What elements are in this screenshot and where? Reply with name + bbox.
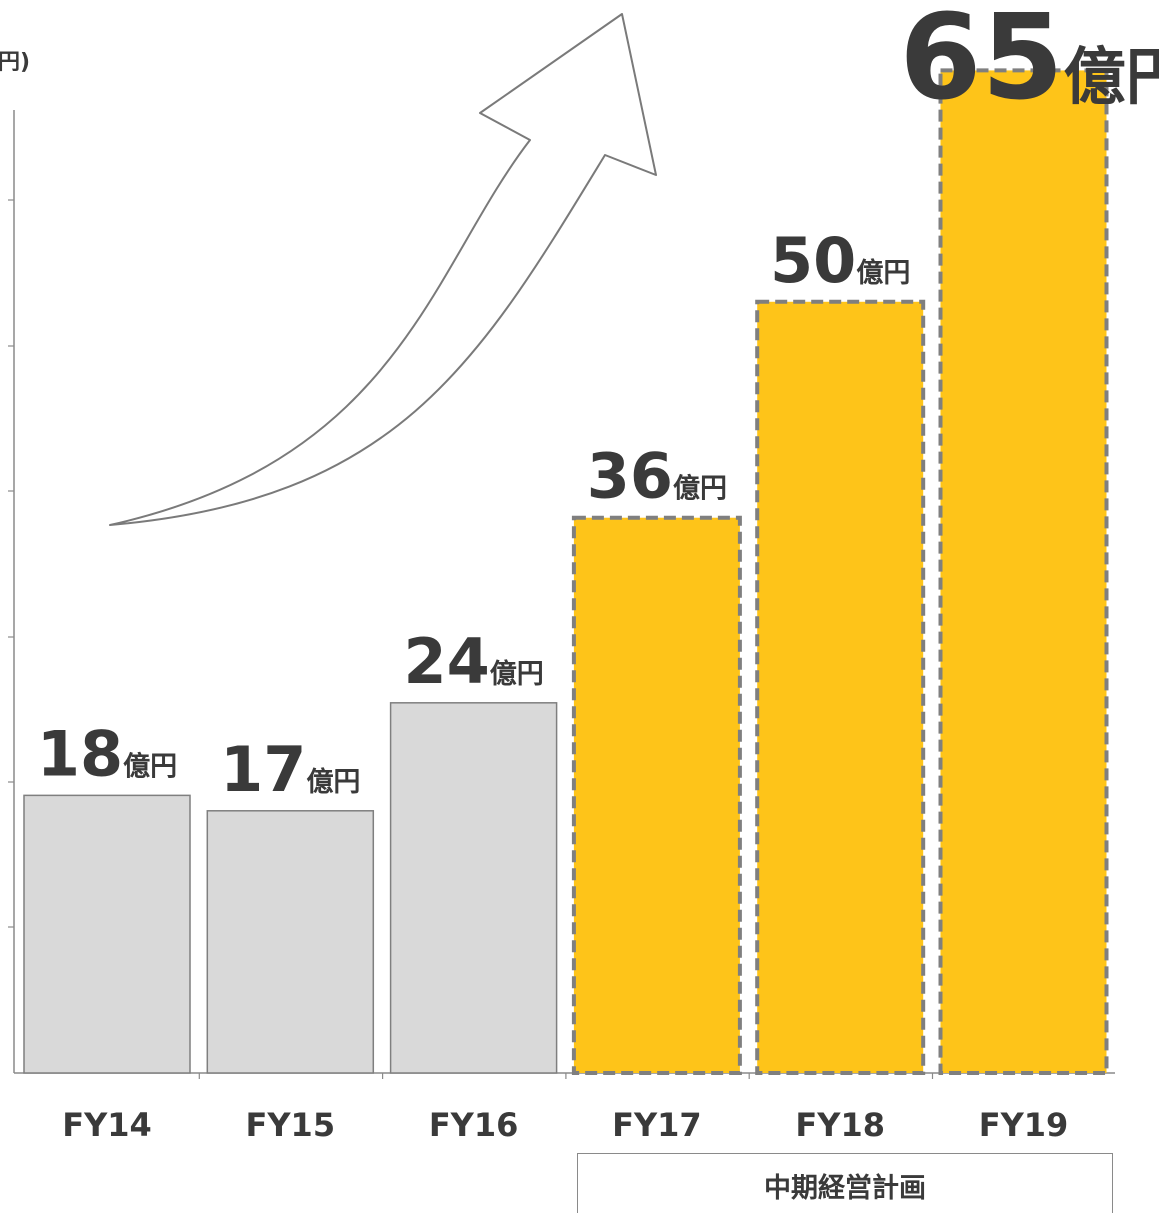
bars [23, 68, 1109, 1075]
value-label-unit: 億円 [490, 659, 544, 690]
x-tick-labels: FY14 FY15 FY16 FY17 FY18 FY19 [62, 1106, 1068, 1144]
axes [8, 110, 1115, 1079]
x-tick-label-fy19: FY19 [979, 1106, 1069, 1144]
x-tick-label-fy18: FY18 [795, 1106, 885, 1144]
value-label-number: 17 [220, 733, 306, 806]
value-label-fy16: 24億円 [403, 625, 543, 698]
bar-fy19 [938, 68, 1109, 1075]
bar-fy17 [571, 515, 742, 1075]
x-tick-label-fy17: FY17 [612, 1106, 702, 1144]
value-label-unit: 億円 [856, 258, 910, 289]
value-label-fy15: 17億円 [220, 733, 360, 806]
value-label-number: 18 [37, 717, 123, 790]
value-label-unit: 億円 [673, 474, 727, 505]
bar-fy18 [755, 299, 926, 1075]
bar-fy15 [206, 810, 375, 1074]
value-label-number: 50 [770, 224, 856, 297]
value-label-fy19: 65億円 [899, 0, 1159, 126]
value-label-number: 36 [587, 440, 673, 513]
value-label-number: 65 [899, 0, 1063, 126]
bar-fy14 [23, 794, 191, 1074]
value-label-number: 24 [403, 625, 489, 698]
bar-fy16 [389, 702, 558, 1074]
growth-arrow-icon [109, 13, 657, 526]
value-label-fy18: 50億円 [770, 224, 910, 297]
x-tick-label-fy15: FY15 [246, 1106, 336, 1144]
value-label-unit: 億円 [123, 751, 177, 782]
plan-group-bracket: 中期経営計画 [577, 1153, 1113, 1213]
value-label-fy14: 18億円 [37, 717, 177, 790]
value-label-unit: 億円 [1064, 40, 1159, 113]
x-tick-label-fy16: FY16 [429, 1106, 519, 1144]
value-label-fy17: 36億円 [587, 440, 727, 513]
y-axis-unit-label: 円) [0, 50, 31, 75]
x-tick-label-fy14: FY14 [62, 1106, 152, 1144]
plan-group-label: 中期経営計画 [764, 1173, 926, 1204]
value-label-unit: 億円 [306, 767, 360, 798]
